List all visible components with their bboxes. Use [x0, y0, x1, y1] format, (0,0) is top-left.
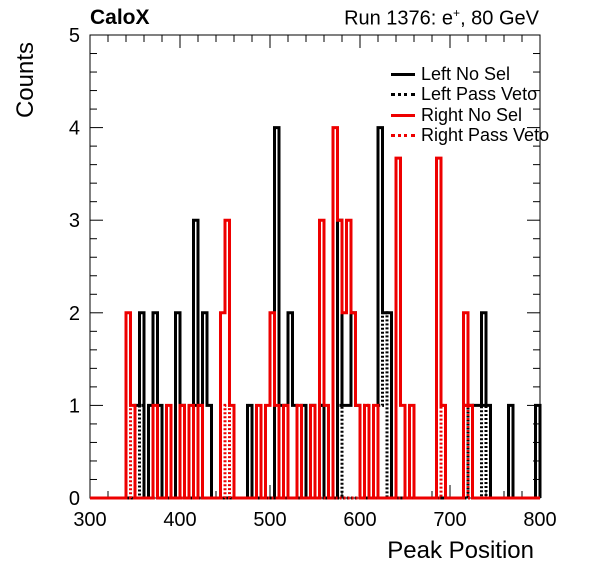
x-tick-label: 700	[433, 509, 466, 531]
y-tick-label: 1	[69, 395, 80, 417]
x-axis-label: Peak Position	[387, 537, 534, 564]
x-tick-label: 800	[523, 509, 556, 531]
legend-swatch	[391, 113, 415, 117]
chart-title-right: Run 1376: e+, 80 GeV	[344, 6, 539, 31]
legend-item-right-pass-veto: Right Pass Veto	[391, 125, 550, 147]
series-right-pass-veto	[90, 403, 540, 500]
y-axis-label: Counts	[12, 41, 39, 119]
legend-swatch	[391, 72, 415, 76]
legend-item-left-no-sel: Left No Sel	[391, 64, 549, 85]
legend-label: Right No Sel	[421, 104, 523, 125]
legend-label: Right Pass Veto	[421, 125, 550, 146]
legend-label: Left Pass Veto	[421, 84, 538, 105]
y-tick-label: 0	[69, 488, 80, 510]
chart-title-left: CaloX	[90, 6, 150, 29]
legend-item-right-no-sel: Right No Sel	[391, 105, 549, 126]
legend: Left No Sel Left Pass Veto Right No Sel …	[391, 64, 549, 146]
y-tick-label: 5	[69, 25, 80, 47]
series-layer	[90, 126, 542, 500]
series-left-pass-veto	[90, 311, 540, 500]
legend-item-left-pass-veto: Left Pass Veto	[391, 84, 549, 106]
x-tick-label: 500	[253, 509, 286, 531]
legend-swatch	[391, 93, 415, 97]
y-tick-label: 3	[69, 210, 80, 232]
y-tick-label: 4	[69, 118, 80, 140]
title-right-prefix: Run 1376: e	[344, 7, 454, 30]
legend-swatch	[391, 134, 415, 138]
axis-ticks	[89, 34, 541, 499]
x-tick-label: 300	[73, 509, 106, 531]
legend-label: Left No Sel	[421, 63, 511, 84]
x-tick-label: 600	[343, 509, 376, 531]
y-tick-label: 2	[69, 303, 80, 325]
tick-labels: 300 400 500 600 700 800 0 1 2 3 4 5	[69, 25, 557, 531]
title-right-suffix: , 80 GeV	[460, 7, 539, 30]
x-tick-label: 400	[163, 509, 196, 531]
title-right-sup: +	[453, 6, 461, 20]
